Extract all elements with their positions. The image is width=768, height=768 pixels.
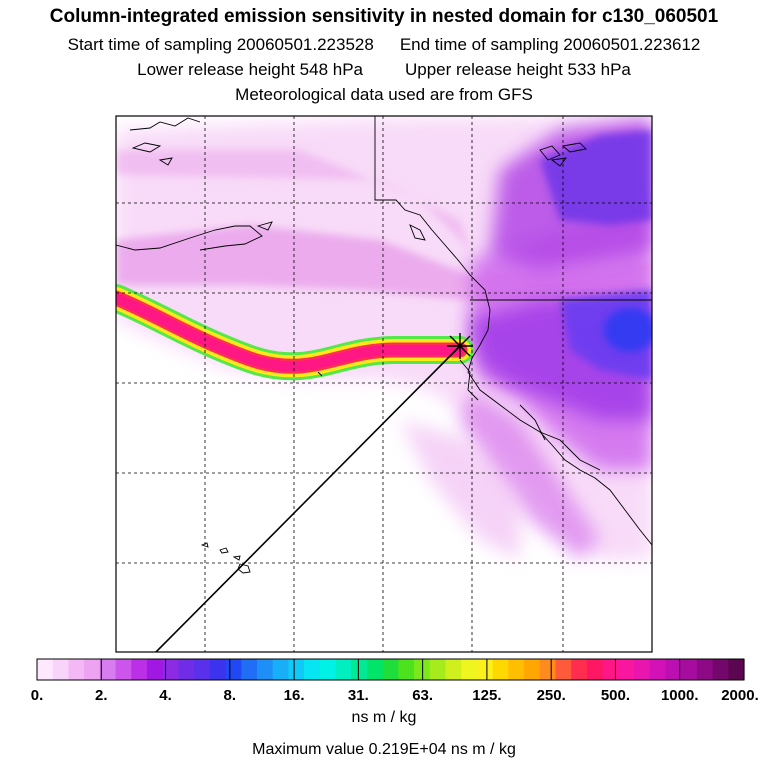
colorbar-tick-label: 2000.	[721, 687, 759, 704]
colorbar-swatch	[351, 659, 368, 680]
colorbar-tick-label: 63.	[412, 687, 433, 704]
colorbar-swatch	[382, 659, 399, 680]
colorbar-tick-label: 8.	[224, 687, 237, 704]
colorbar-swatch	[99, 659, 117, 680]
colorbar-swatch	[241, 659, 258, 680]
colorbar-swatch	[712, 659, 729, 680]
colorbar-tick-label: 31.	[348, 687, 369, 704]
colorbar-swatch	[146, 659, 164, 680]
colorbar-swatch	[571, 659, 588, 680]
colorbar-swatch	[728, 659, 745, 680]
colorbar-ticks: 0. 2. 4. 8. 16. 31. 63. 125. 250. 500. 1000. 2000.	[31, 659, 759, 704]
max-value: Maximum value 0.219E+04 ns m / kg	[252, 741, 516, 758]
colorbar-tick-label: 0.	[31, 687, 44, 704]
colorbar-swatch	[555, 659, 572, 680]
sensitivity-field	[116, 116, 652, 652]
colorbar-swatch	[398, 659, 415, 680]
colorbar-swatch	[539, 659, 557, 680]
colorbar-swatch	[508, 659, 525, 680]
colorbar-swatch	[194, 659, 211, 680]
colorbar-swatch	[634, 659, 651, 680]
colorbar-swatch	[304, 659, 321, 680]
sampling-times: Start time of sampling 20060501.223528 En…	[0, 35, 768, 55]
colorbar-tick-label: 250.	[537, 687, 566, 704]
colorbar-swatch	[461, 659, 478, 680]
plume-band	[116, 284, 474, 381]
colorbar-swatch	[602, 659, 619, 680]
colorbar-swatch	[37, 659, 54, 680]
colorbar-swatch	[209, 659, 227, 680]
colorbar-units: ns m / kg	[351, 709, 417, 726]
colorbar-swatch	[162, 659, 179, 680]
end-time: End time of sampling 20060501.223612	[399, 35, 701, 54]
colorbar-swatch	[115, 659, 132, 680]
colorbar-swatch	[445, 659, 462, 680]
colorbar-swatch	[492, 659, 509, 680]
colorbar-tick-label: 125.	[472, 687, 501, 704]
colorbar-swatch	[696, 659, 714, 680]
colorbar-swatch	[335, 659, 352, 680]
release-heights: Lower release height 548 hPa Upper releas…	[0, 60, 768, 80]
colorbar	[36, 658, 745, 681]
colorbar-tick-label: 16.	[284, 687, 305, 704]
met-data-source: Meteorological data used are from GFS	[235, 85, 533, 104]
colorbar-swatch	[586, 659, 604, 680]
map-frame	[115, 115, 653, 653]
colorbar-swatch	[225, 659, 242, 680]
colorbar-swatch	[681, 659, 698, 680]
colorbar-tick-label: 1000.	[661, 687, 699, 704]
colorbar-swatch	[429, 659, 447, 680]
colorbar-swatch	[52, 659, 70, 680]
colorbar-swatch	[524, 659, 541, 680]
colorbar-swatch	[256, 659, 274, 680]
colorbar-tick-label: 2.	[95, 687, 108, 704]
colorbar-swatch	[366, 659, 384, 680]
upper-release-height: Upper release height 533 hPa	[405, 60, 631, 79]
colorbar-swatch	[618, 659, 635, 680]
colorbar-swatch	[178, 659, 195, 680]
colorbar-swatch	[319, 659, 337, 680]
colorbar-swatch	[272, 659, 289, 680]
start-time: Start time of sampling 20060501.223528	[67, 35, 374, 54]
colorbar-swatch	[84, 659, 101, 680]
colorbar-tick-label: 4.	[159, 687, 172, 704]
release-point-marker	[447, 333, 473, 359]
graticule	[116, 116, 652, 652]
colorbar-swatch	[68, 659, 85, 680]
colorbar-swatch	[131, 659, 148, 680]
trajectory-line	[155, 345, 461, 652]
colorbar-swatch	[649, 659, 667, 680]
colorbar-swatch	[665, 659, 682, 680]
lower-release-height: Lower release height 548 hPa	[137, 60, 363, 79]
colorbar-swatch	[288, 659, 305, 680]
colorbar-frame	[36, 658, 745, 681]
colorbar-tick-label: 500.	[601, 687, 630, 704]
colorbar-swatch	[476, 659, 494, 680]
plot-title: Column-integrated emission sensitivity i…	[49, 6, 719, 27]
